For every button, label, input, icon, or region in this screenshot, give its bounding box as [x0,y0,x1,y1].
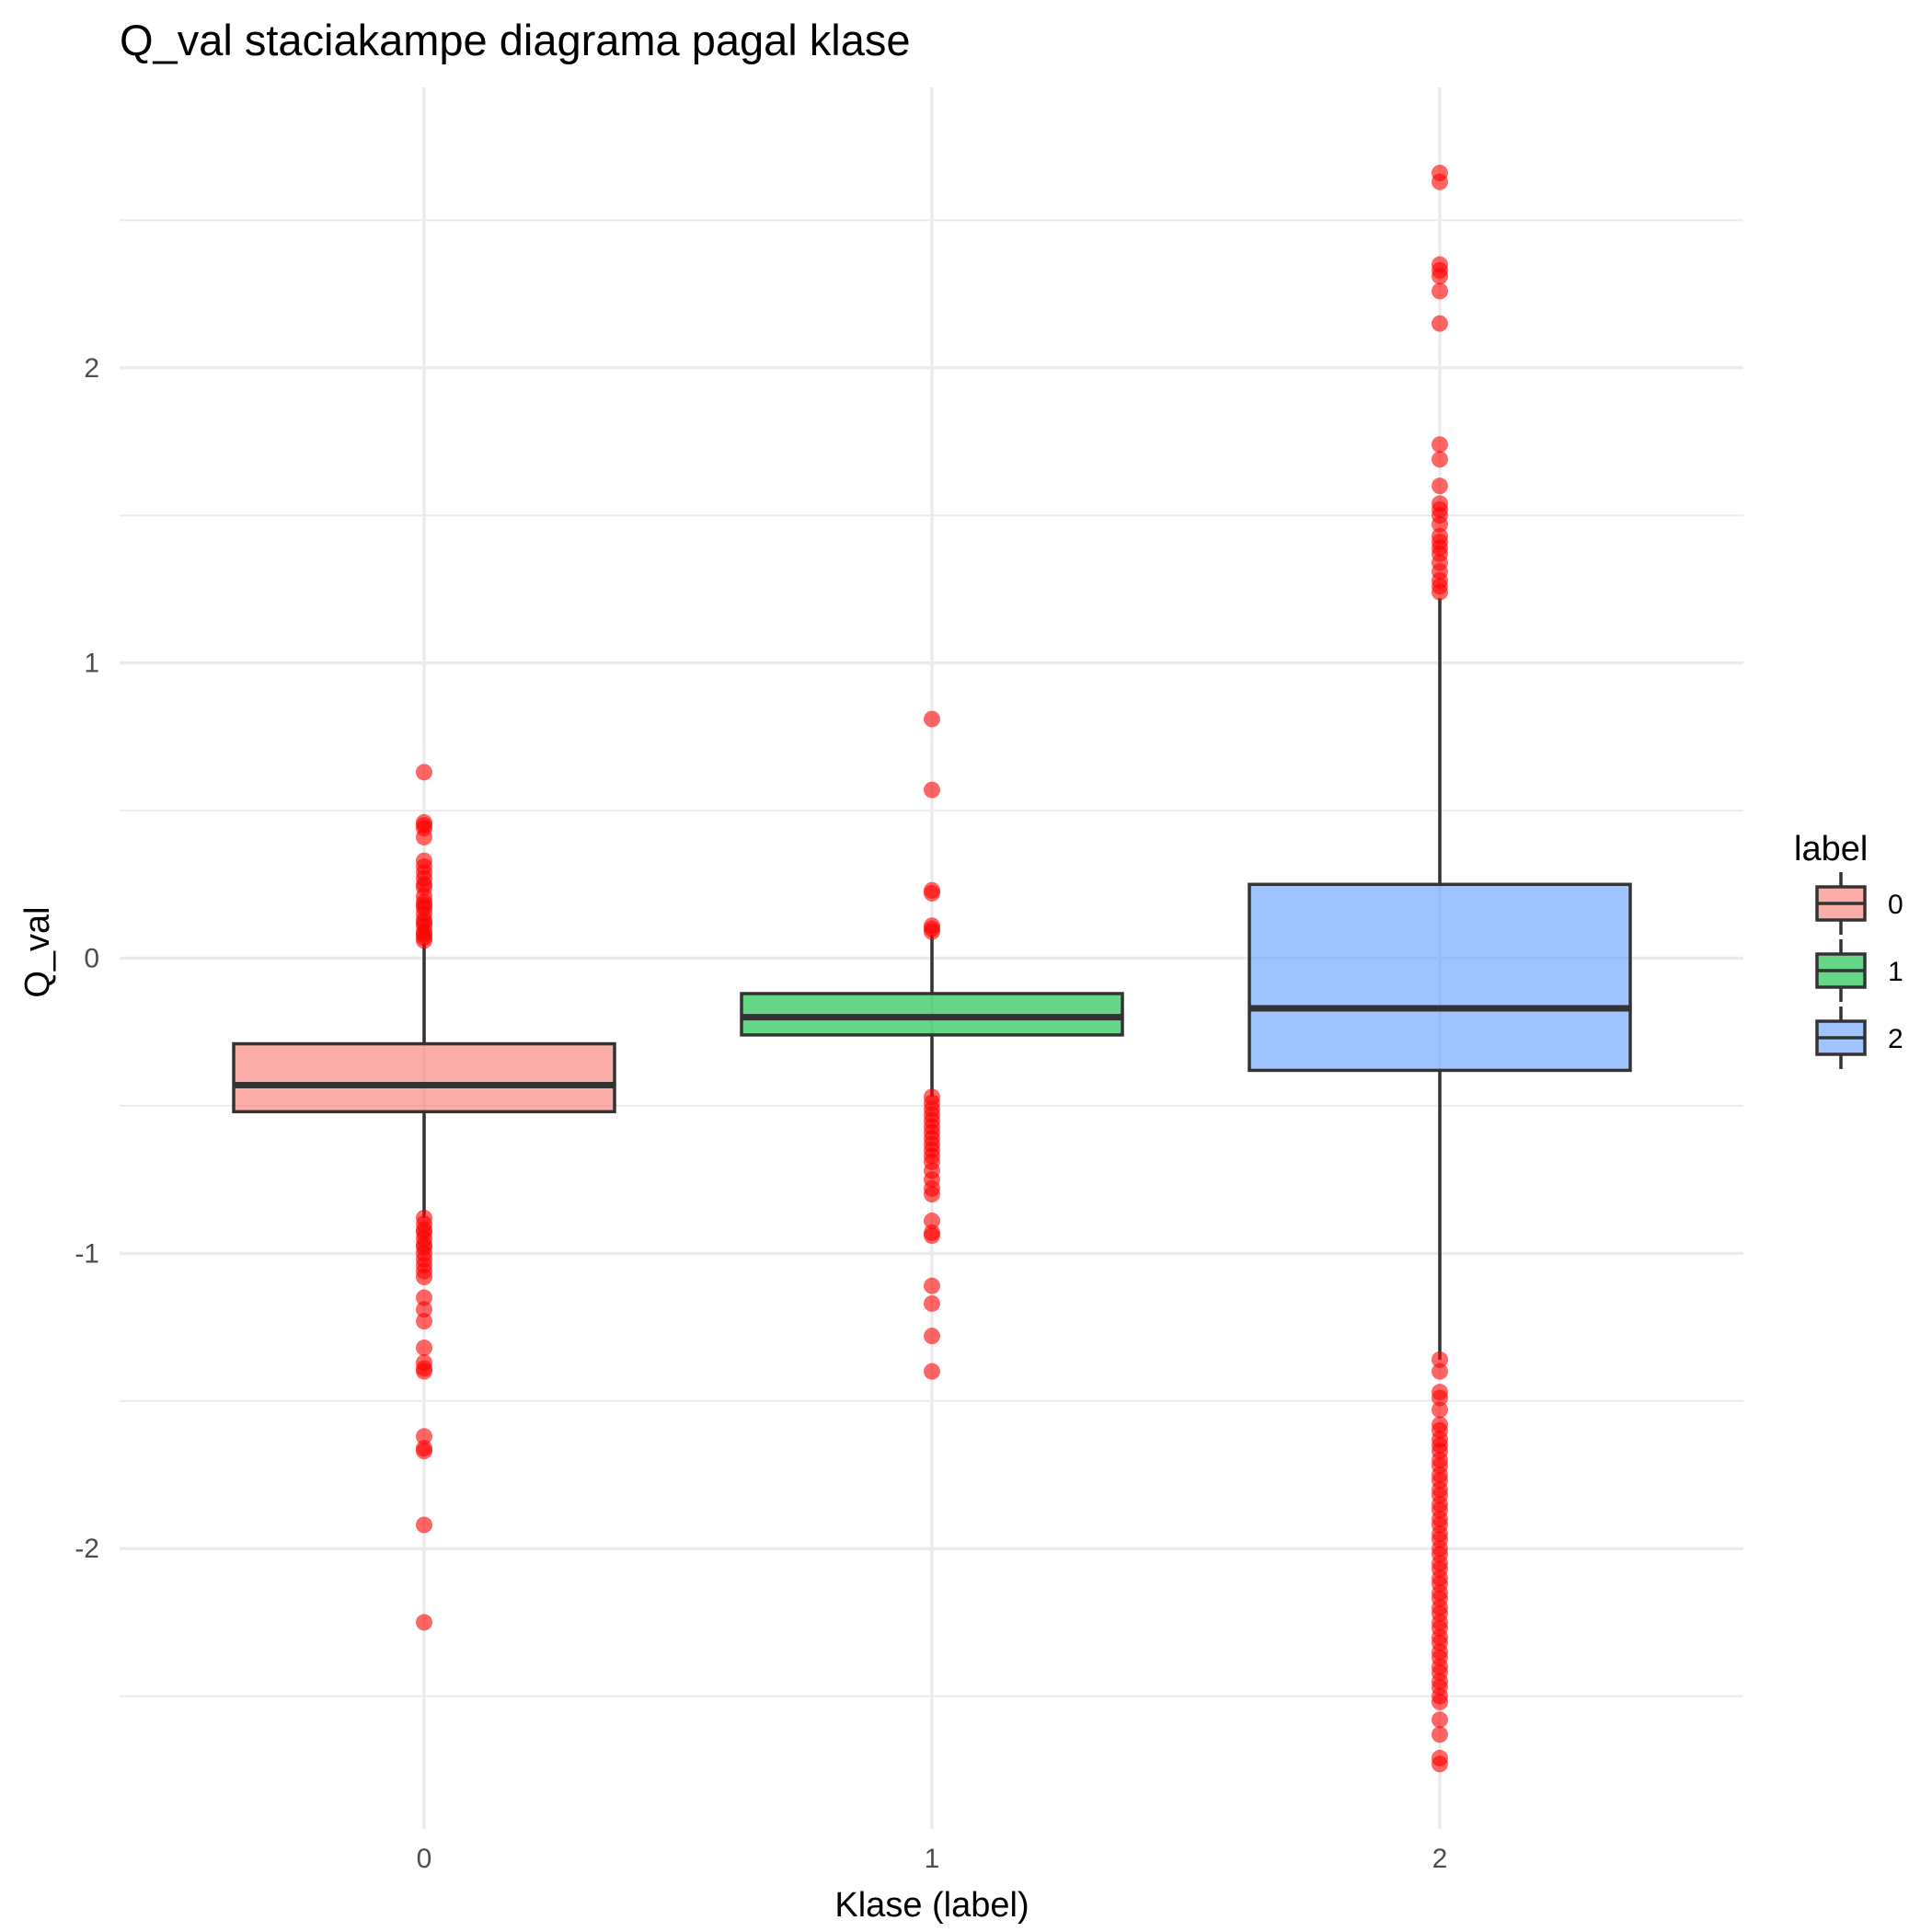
outlier-point [924,1363,940,1380]
y-tick-label: 1 [84,649,99,679]
legend-item-2: 2 [1815,1006,1903,1069]
outlier-point [924,1213,940,1230]
y-axis-title: Q_val [18,906,57,997]
outlier-point [1432,1755,1448,1773]
box-0 [232,1041,616,1114]
outlier-point [924,1328,940,1345]
outlier-point [1432,1694,1448,1711]
outlier-point [924,1227,940,1245]
outlier-point [416,1340,432,1357]
outlier-point [924,1277,940,1294]
outlier-point [1432,1401,1448,1419]
chart-title: Q_val staciakampe diagrama pagal klase [120,16,911,64]
legend-title: label [1794,830,1868,868]
outlier-point [416,1428,432,1445]
outlier-point [1432,436,1448,454]
outlier-point [1432,1711,1448,1729]
x-axis-tick-labels: 0 1 2 [417,1844,1448,1874]
outlier-points [416,165,1448,1773]
outlier-point [1432,315,1448,332]
outlier-point [1432,1363,1448,1380]
outlier-point [416,1269,432,1286]
outlier-point [416,932,432,949]
y-tick-label: 2 [84,353,99,384]
outlier-point [924,1294,940,1312]
outlier-point [1432,451,1448,468]
outlier-point [416,1289,432,1306]
outlier-point [416,1614,432,1631]
outlier-point [416,764,432,781]
x-tick-label: 2 [1432,1844,1448,1874]
outlier-point [1432,282,1448,300]
y-tick-label: -2 [75,1534,99,1564]
outlier-point [1432,477,1448,495]
outlier-point [924,781,940,799]
outlier-point [924,1186,940,1203]
y-axis-tick-labels: -2 -1 0 1 2 [75,353,99,1564]
legend: 0 1 2 [1815,872,1903,1069]
whiskers [422,598,1442,1360]
outlier-point [1432,268,1448,285]
y-tick-label: -1 [75,1238,99,1269]
outlier-point [1432,1389,1448,1407]
outlier-point [1432,1351,1448,1368]
box-2 [1248,882,1632,1073]
legend-label: 1 [1888,957,1903,987]
outlier-point [1432,515,1448,533]
x-tick-label: 1 [925,1844,940,1874]
outlier-point [1432,1726,1448,1743]
boxes [232,882,1632,1114]
outlier-point [416,828,432,845]
outlier-point [416,1443,432,1460]
x-tick-label: 0 [417,1844,432,1874]
outlier-point [924,710,940,728]
outlier-point [1432,583,1448,601]
legend-label: 0 [1888,890,1903,920]
y-tick-label: 0 [84,944,99,974]
outlier-point [416,1301,432,1318]
legend-label: 2 [1888,1024,1903,1054]
outlier-point [924,884,940,902]
outlier-point [416,1516,432,1534]
outlier-point [924,923,940,940]
outlier-point [416,1313,432,1330]
legend-item-1: 1 [1815,939,1903,1002]
outlier-point [416,1363,432,1380]
x-axis-title: Klase (label) [834,1886,1029,1925]
outlier-point [1432,173,1448,190]
legend-item-0: 0 [1815,872,1903,935]
